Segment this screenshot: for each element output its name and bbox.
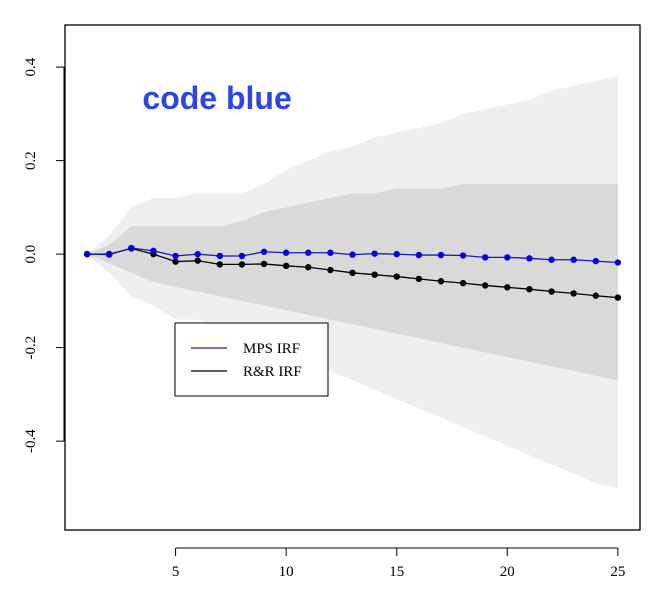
point-mps-17	[437, 251, 445, 259]
legend-label-rr: R&R IRF	[243, 364, 302, 380]
point-mps-4	[150, 247, 157, 255]
band-inner	[87, 183, 618, 381]
point-mps-11	[305, 249, 312, 256]
point-rr-14	[371, 271, 378, 278]
point-rr-20	[504, 284, 511, 291]
point-mps-21	[526, 255, 533, 262]
point-mps-16	[415, 251, 423, 259]
plot-frame	[64, 24, 641, 531]
point-rr-8	[238, 261, 246, 268]
legend: MPS IRF R&R IRF	[174, 322, 329, 397]
point-rr-19	[481, 282, 489, 289]
x-tick-label-15: 15	[389, 564, 404, 580]
y-axis: 0.4 0.2 0.0 -0.2 -0.4	[23, 57, 65, 453]
point-mps-20	[504, 254, 511, 261]
x-tick-label-10: 10	[279, 564, 294, 580]
point-rr-24	[592, 292, 599, 299]
x-axis: 5 10 15 20 25	[172, 547, 625, 580]
point-mps-24	[592, 257, 599, 265]
point-mps-18	[459, 252, 467, 259]
point-mps-2	[106, 251, 113, 258]
point-mps-13	[349, 251, 356, 258]
point-rr-13	[349, 269, 356, 277]
y-tick-label-2: 0.0	[23, 245, 39, 264]
series-points	[83, 244, 622, 301]
point-rr-11	[305, 264, 312, 271]
point-mps-10	[282, 249, 290, 256]
point-mps-12	[327, 249, 334, 256]
point-mps-9	[260, 248, 268, 255]
annotation-text: code blue	[142, 80, 291, 116]
point-rr-6	[194, 257, 201, 264]
x-tick-label-20: 20	[500, 564, 515, 580]
point-mps-23	[570, 256, 577, 263]
legend-label-mps: MPS IRF	[243, 341, 300, 357]
point-rr-25	[614, 294, 622, 301]
point-mps-25	[614, 259, 622, 266]
y-tick-label-1: 0.2	[23, 151, 39, 170]
point-mps-6	[194, 250, 201, 258]
point-rr-15	[393, 273, 400, 280]
point-rr-10	[282, 262, 290, 270]
point-mps-3	[128, 244, 135, 252]
point-rr-22	[548, 288, 555, 295]
point-rr-9	[260, 260, 268, 268]
point-rr-18	[459, 279, 467, 287]
point-rr-12	[327, 266, 334, 274]
point-rr-17	[437, 278, 445, 285]
confidence-bands	[87, 76, 618, 488]
y-tick-label-3: -0.2	[23, 336, 39, 360]
point-mps-19	[481, 254, 489, 261]
point-mps-5	[172, 252, 179, 260]
point-mps-7	[216, 252, 224, 260]
point-mps-15	[393, 250, 400, 258]
point-mps-8	[238, 252, 246, 260]
point-rr-23	[570, 290, 577, 297]
point-rr-16	[415, 275, 423, 283]
point-mps-22	[548, 256, 555, 263]
legend-box	[174, 322, 329, 397]
point-mps-14	[371, 250, 378, 257]
x-tick-label-25: 25	[610, 564, 625, 580]
y-tick-label-0: 0.4	[23, 57, 39, 76]
y-tick-label-4: -0.4	[23, 429, 39, 453]
point-rr-7	[216, 261, 224, 268]
point-rr-21	[526, 285, 533, 293]
point-rr-5	[172, 258, 179, 265]
point-mps-1	[83, 250, 91, 258]
x-tick-label-5: 5	[172, 564, 180, 580]
